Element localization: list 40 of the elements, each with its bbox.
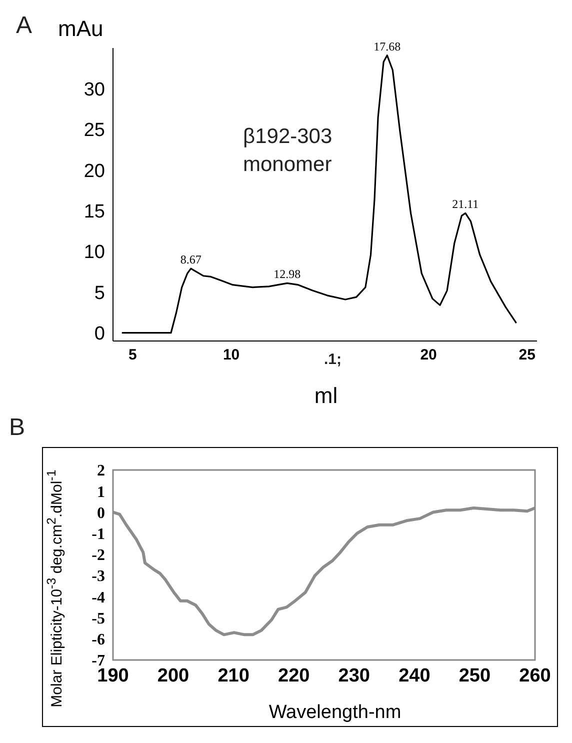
y-tick-label: -5 <box>92 610 105 628</box>
x-tick-label: 220 <box>278 665 310 686</box>
text: B <box>9 414 26 442</box>
y-tick-label: 0 <box>97 504 105 522</box>
x-tick-label: 20 <box>420 346 437 364</box>
x-tick-label: 190 <box>97 665 129 686</box>
x-tick-label: 25 <box>518 346 536 364</box>
y-tick-label: 2 <box>97 462 105 480</box>
x-axis-title: ml <box>313 383 339 409</box>
x-tick-label: 250 <box>458 665 491 686</box>
y-tick-label: 20 <box>84 160 105 182</box>
line-series <box>121 54 518 334</box>
y-tick-label: 10 <box>84 242 105 264</box>
annotation: 21.11 <box>452 197 479 212</box>
y-tick-label: 5 <box>94 282 105 304</box>
y-axis-title: mAu <box>58 16 104 42</box>
x-tick-label: 210 <box>218 665 250 686</box>
y-tick-label: 15 <box>84 202 105 223</box>
x-tick-label: 260 <box>519 665 551 686</box>
y-tick-label: 1 <box>97 484 105 501</box>
y-tick-label: -4 <box>92 589 105 606</box>
text: A <box>16 12 32 40</box>
x-tick-label: 230 <box>338 665 370 686</box>
y-tick-label: -1 <box>92 526 105 544</box>
y-tick-label: 30 <box>84 79 105 100</box>
annotation: 12.98 <box>274 267 301 282</box>
x-tick-label: 5 <box>128 346 137 364</box>
text: .1; <box>324 351 342 368</box>
y-tick-label: 25 <box>84 120 105 142</box>
y-tick-label: -3 <box>92 568 105 586</box>
x-tick-label: 10 <box>222 346 240 364</box>
annotation: 17.68 <box>374 39 401 54</box>
y-tick-label: -2 <box>92 547 105 564</box>
y-tick-label: 0 <box>94 324 105 345</box>
x-axis-title: Wavelength-nm <box>268 702 402 724</box>
y-tick-label: -6 <box>92 632 105 649</box>
x-tick-label: 200 <box>157 665 190 686</box>
x-tick-label: 240 <box>398 665 430 686</box>
annotation: β192-303 monomer <box>243 124 334 178</box>
annotation: 8.67 <box>180 252 202 267</box>
